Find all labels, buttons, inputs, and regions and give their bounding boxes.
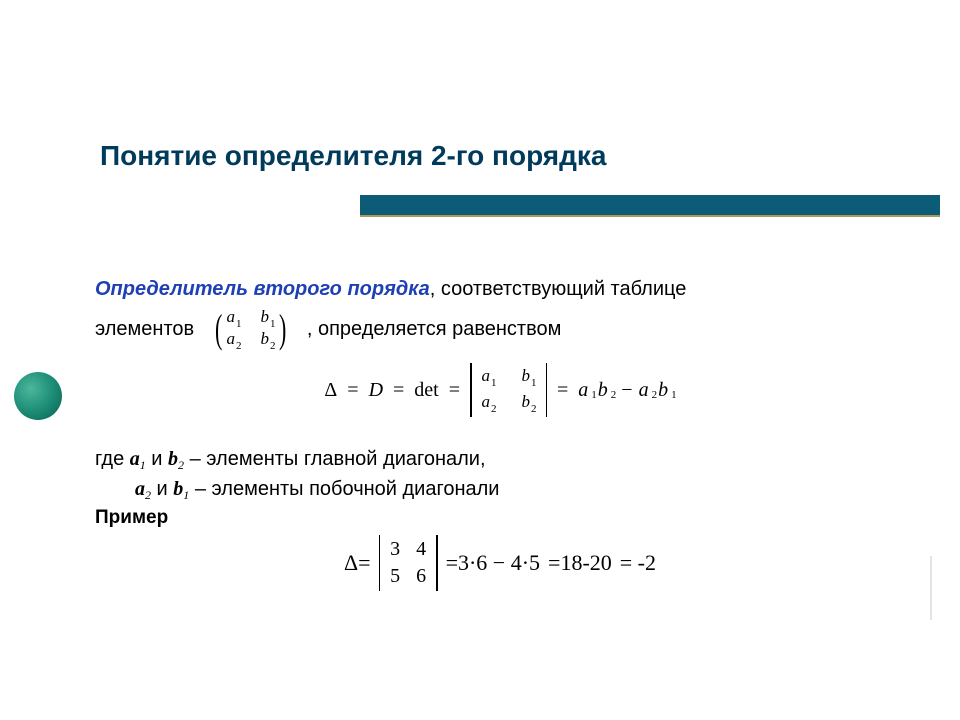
ex-c22: 6 [416, 564, 426, 589]
eq1: = [347, 379, 358, 402]
where-post1: – элементы главной диагонали, [184, 448, 485, 470]
ex-c21: 5 [390, 564, 400, 589]
where-b2: b [168, 448, 178, 470]
d-symbol: D [369, 379, 383, 402]
rhs-a2-sub: 2 [652, 389, 658, 401]
example-calc3: = -2 [620, 550, 656, 576]
title-underline [360, 195, 940, 217]
paren-left: ( [215, 309, 222, 349]
where-line-2: a2 и b1 – элементы побочной диагонали [95, 475, 905, 505]
ex-c12: 4 [416, 537, 426, 562]
cell-a22: b2 [261, 329, 275, 351]
bullet-dot [14, 372, 62, 420]
det-label: det [414, 379, 438, 402]
rhs-a2: a [639, 379, 649, 402]
rhs-a1: a [578, 379, 588, 402]
right-separator [930, 556, 932, 620]
slide: Понятие определителя 2-го порядка Опреде… [0, 0, 960, 720]
vcell-a21: a2 [482, 391, 496, 415]
term-definition: Определитель второго порядка [95, 278, 430, 300]
example-delta: Δ= [344, 550, 371, 576]
rhs-a1-sub: 1 [591, 389, 597, 401]
where-and2: и [151, 478, 173, 500]
elements-tail: , определяется равенством [307, 318, 562, 341]
content-body: Определитель второго порядка, соответств… [95, 278, 905, 591]
delta-symbol: Δ [324, 379, 337, 402]
intro-tail: , соответствующий таблице [430, 278, 687, 300]
where-and1: и [146, 448, 168, 470]
eq3: = [449, 379, 460, 402]
vbar-right [546, 363, 548, 417]
title-block: Понятие определителя 2-го порядка [100, 140, 607, 172]
vcell-a22: b2 [522, 391, 536, 415]
example-calc1: =3·6 − 4·5 [446, 550, 540, 576]
where-line-1: где a1 и b2 – элементы главной диагонали… [95, 445, 905, 475]
determinant-equation: Δ = D = det = a1 b1 a2 b2 = a1 b2 − [95, 363, 905, 417]
rhs-b1-sub: 1 [671, 389, 677, 401]
cell-a21: a2 [227, 329, 241, 351]
det-rhs: a1 b2 − a2 b1 [578, 379, 675, 402]
where-a2: a [135, 478, 145, 500]
matrix-paren-cells: a1 b1 a2 b2 [226, 307, 276, 351]
where-pre: где [95, 448, 130, 470]
where-a2s: 2 [145, 488, 151, 502]
cell-a11: a1 [227, 307, 241, 329]
example-label: Пример [95, 507, 905, 529]
rhs-b2: b [598, 379, 608, 402]
rhs-b1: b [658, 379, 668, 402]
matrix-paren: ( a1 b1 a2 b2 ) [212, 307, 289, 351]
intro-line: Определитель второго порядка, соответств… [95, 278, 905, 301]
paren-right: ) [278, 309, 285, 349]
elements-label: элементов [95, 318, 194, 341]
matrix-vbar-cells: a1 b1 a2 b2 [472, 363, 546, 417]
where-block: где a1 и b2 – элементы главной диагонали… [95, 445, 905, 505]
slide-title: Понятие определителя 2-го порядка [100, 140, 607, 172]
eq4: = [557, 379, 568, 402]
vcell-a11: a1 [482, 365, 496, 389]
where-a1: a [130, 448, 140, 470]
eq2: = [393, 379, 404, 402]
cell-a12: b1 [261, 307, 275, 329]
elements-line: элементов ( a1 b1 a2 b2 ) , определяется… [95, 307, 905, 351]
where-b1: b [173, 478, 183, 500]
rhs-minus: − [617, 379, 636, 402]
example-calc2: =18-20 [548, 550, 612, 576]
ex-c11: 3 [390, 537, 400, 562]
vcell-a12: b1 [522, 365, 536, 389]
matrix-vbar: a1 b1 a2 b2 [470, 363, 547, 417]
rhs-b2-sub: 2 [611, 389, 617, 401]
where-post2: – элементы побочной диагонали [189, 478, 499, 500]
ex-bar-r [436, 535, 438, 591]
where-a1s: 1 [140, 458, 146, 472]
where-b2s: 2 [178, 458, 184, 472]
example-matrix: 3 4 5 6 [379, 535, 438, 591]
where-b1s: 1 [183, 488, 189, 502]
example-matrix-cells: 3 4 5 6 [380, 535, 436, 591]
example-equation: Δ= 3 4 5 6 =3·6 − 4·5 =18-20 = -2 [95, 535, 905, 591]
